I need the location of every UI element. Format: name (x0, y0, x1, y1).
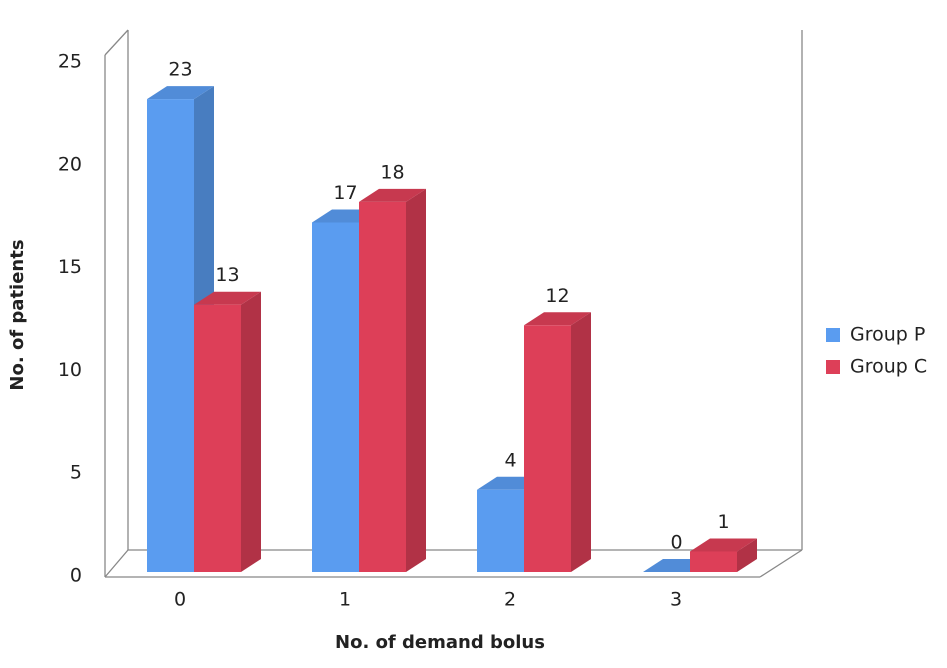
bar (147, 86, 214, 573)
y-tick-label: 25 (58, 51, 82, 73)
x-tick-label: 3 (670, 589, 682, 611)
x-tick-label: 1 (339, 589, 351, 611)
bar-front (477, 489, 524, 572)
data-label: 13 (215, 264, 239, 286)
y-tick-label: 15 (58, 256, 82, 278)
bar-front (359, 201, 406, 573)
bar (524, 312, 591, 572)
bar-side (737, 538, 757, 572)
data-label: 17 (333, 182, 357, 204)
x-axis-title: No. of demand bolus (335, 632, 545, 653)
bar-top (690, 538, 757, 552)
bar-top (359, 188, 426, 202)
bar (194, 291, 261, 572)
legend-label: Group P (850, 324, 925, 346)
bar-top (524, 312, 591, 326)
x-tick-label: 0 (174, 589, 186, 611)
bar-side (406, 188, 426, 573)
bar-side (571, 312, 591, 572)
data-label: 1 (717, 511, 729, 533)
bar-front (524, 325, 571, 572)
y-tick-label: 20 (58, 153, 82, 175)
legend-swatch (826, 360, 840, 374)
bar-front (690, 551, 737, 572)
y-tick-label: 5 (70, 462, 82, 484)
data-label: 0 (670, 532, 682, 554)
y-axis-title: No. of patients (7, 239, 28, 390)
data-label: 18 (380, 161, 404, 183)
legend-swatch (826, 328, 840, 342)
bar-side (241, 291, 261, 572)
bar (690, 538, 757, 572)
data-label: 12 (545, 285, 569, 307)
y-tick-label: 10 (58, 359, 82, 381)
data-label: 23 (168, 59, 192, 81)
bar (359, 188, 426, 573)
bar-top (194, 291, 261, 305)
bar-front (194, 304, 241, 572)
data-label: 4 (504, 449, 516, 471)
bar-front (312, 222, 359, 573)
x-tick-label: 2 (504, 589, 516, 611)
bar-front (147, 99, 194, 573)
legend-label: Group C (850, 356, 927, 378)
bar-top (147, 86, 214, 100)
y-tick-label: 0 (70, 565, 82, 587)
